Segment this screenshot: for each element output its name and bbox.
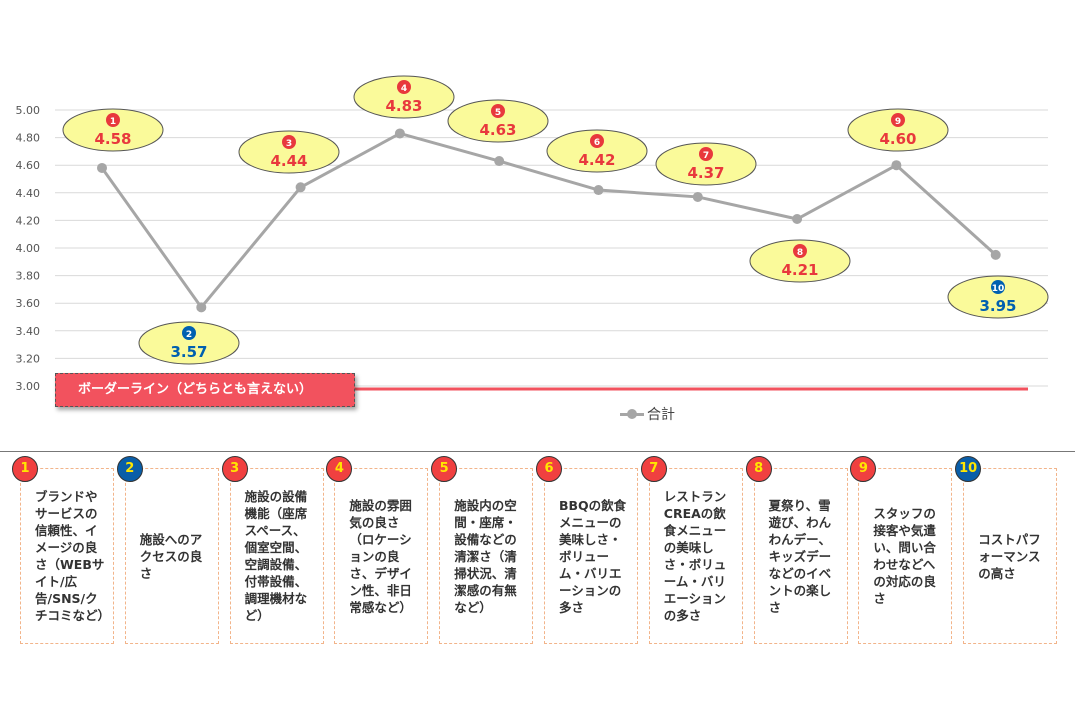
divider — [0, 451, 1075, 452]
y-tick-label: 4.00 — [16, 242, 41, 255]
item-number-badge: 4 — [326, 456, 353, 482]
y-tick-label: 5.00 — [16, 104, 41, 117]
legend: 合計 — [620, 404, 675, 424]
data-label: 4.42 — [578, 151, 615, 169]
item-number-badge: 10 — [955, 456, 982, 482]
data-label: 4.83 — [385, 97, 422, 115]
data-label-bubble — [847, 108, 949, 152]
data-label-bubble — [546, 129, 648, 173]
item-text: 施設の雰囲気の良さ（ロケーションの良さ、デザイン性、非日常感など） — [349, 497, 412, 615]
marker-number: 3 — [286, 139, 292, 149]
item-box: 夏祭り、雪遊び、わんわんデー、キッズデーなどのイベントの楽しさ — [753, 468, 848, 644]
marker-number-icon — [891, 113, 905, 127]
item-text: レストランCREAの飲食メニューの美味しさ・ボリューム・バリエーションの多さ — [663, 489, 727, 623]
data-label-bubble — [947, 275, 1049, 319]
data-point — [792, 214, 803, 225]
marker-number-icon — [182, 326, 196, 340]
legend-line-icon — [620, 408, 644, 419]
data-label: 4.37 — [687, 164, 724, 182]
data-label-bubble — [447, 99, 549, 143]
data-label: 4.21 — [781, 261, 818, 279]
item-box: スタッフの接客や気遣い、問い合わせなどへの対応の良さ — [858, 468, 953, 644]
y-tick-label: 3.20 — [16, 352, 41, 365]
item-number-badge: 7 — [640, 456, 667, 482]
data-point — [593, 185, 604, 196]
y-tick-label: 4.60 — [16, 159, 41, 172]
marker-number: 5 — [495, 108, 501, 118]
y-tick-label: 3.40 — [16, 325, 41, 338]
marker-number-icon — [282, 135, 296, 149]
marker-number-icon — [793, 244, 807, 258]
item-box: ブランドやサービスの信頼性、イメージの良さ（WEBサイト/広告/SNS/クチコミ… — [20, 468, 114, 644]
data-point — [891, 160, 902, 171]
data-label: 4.60 — [879, 130, 916, 148]
item-text: BBQの飲食メニューの美味しさ・ボリューム・バリエーションの多さ — [559, 497, 627, 615]
data-label: 3.95 — [979, 297, 1016, 315]
item-box: 施設内の空間・座席・設備などの清潔さ（清掃状況、清潔感の有無など） — [439, 468, 534, 644]
marker-number: 10 — [992, 284, 1005, 294]
data-point — [196, 302, 207, 313]
data-label-bubble — [749, 239, 851, 283]
y-tick-label: 3.00 — [16, 380, 41, 393]
marker-number: 8 — [797, 248, 803, 258]
marker-number: 6 — [594, 138, 600, 148]
marker-number: 7 — [703, 151, 709, 161]
item-box: 施設の雰囲気の良さ（ロケーションの良さ、デザイン性、非日常感など） — [334, 468, 429, 644]
data-label-bubble — [62, 108, 164, 152]
item-box: レストランCREAの飲食メニューの美味しさ・ボリューム・バリエーションの多さ — [648, 468, 743, 644]
data-label: 4.58 — [94, 130, 131, 148]
data-label: 3.57 — [170, 343, 207, 361]
item-number-badge: 5 — [431, 456, 458, 482]
item-text: 施設内の空間・座席・設備などの清潔さ（清掃状況、清潔感の有無など） — [454, 497, 517, 615]
data-label: 4.63 — [479, 121, 516, 139]
item-text: ブランドやサービスの信頼性、イメージの良さ（WEBサイト/広告/SNS/クチコミ… — [35, 489, 111, 623]
marker-number-icon — [699, 147, 713, 161]
data-point — [692, 191, 703, 202]
item-number-badge: 9 — [850, 456, 877, 482]
marker-number-icon — [106, 113, 120, 127]
item-text: 夏祭り、雪遊び、わんわんデー、キッズデーなどのイベントの楽しさ — [768, 497, 832, 615]
item-text: 施設の設備機能（座席スペース、個室空間、空調設備、付帯設備、調理機材など） — [244, 489, 308, 623]
data-label-bubble — [238, 130, 340, 174]
item-number-badge: 8 — [745, 456, 772, 482]
data-point — [394, 128, 405, 139]
item-text: 施設へのアクセスの良さ — [139, 531, 203, 581]
item-box: BBQの飲食メニューの美味しさ・ボリューム・バリエーションの多さ — [544, 468, 638, 644]
data-label-bubble — [655, 142, 757, 186]
marker-number: 2 — [186, 330, 192, 340]
item-text: コストパフォーマンスの高さ — [978, 531, 1041, 581]
item-number-badge: 1 — [12, 456, 38, 482]
marker-number: 9 — [895, 117, 901, 127]
marker-number-icon — [491, 104, 505, 118]
series-line — [100, 131, 997, 310]
y-tick-label: 3.80 — [16, 270, 41, 283]
item-text: スタッフの接客や気遣い、問い合わせなどへの対応の良さ — [873, 506, 936, 606]
data-point — [97, 162, 107, 173]
marker-number: 1 — [110, 117, 116, 127]
y-tick-label: 4.40 — [16, 187, 41, 200]
data-label: 4.44 — [270, 152, 307, 170]
item-box: 施設へのアクセスの良さ — [124, 468, 219, 644]
data-point — [494, 156, 505, 167]
legend-label: 合計 — [647, 407, 675, 423]
marker-number-icon — [991, 280, 1005, 294]
item-box: 施設の設備機能（座席スペース、個室空間、空調設備、付帯設備、調理機材など） — [229, 468, 324, 644]
line-chart: 3.00 3.20 3.40 3.60 3.80 4.00 4.20 4.40 4.60 4.80… — [16, 75, 1049, 393]
marker-number-icon — [397, 80, 411, 94]
item-number-badge: 2 — [116, 456, 143, 482]
marker-number-icon — [590, 134, 604, 148]
data-label-bubble — [138, 321, 240, 365]
marker-number: 4 — [401, 84, 407, 94]
y-tick-label: 4.80 — [16, 132, 41, 145]
borderline-label: ボーダーライン（どちらとも言えない） — [55, 373, 355, 407]
item-number-badge: 6 — [536, 456, 562, 482]
y-tick-label: 4.20 — [16, 214, 41, 227]
data-point — [295, 182, 306, 193]
data-point — [990, 249, 1001, 260]
data-label-bubble — [353, 75, 455, 119]
item-number-badge: 3 — [221, 456, 248, 482]
y-tick-label: 3.60 — [16, 297, 41, 310]
item-box: コストパフォーマンスの高さ — [963, 468, 1058, 644]
